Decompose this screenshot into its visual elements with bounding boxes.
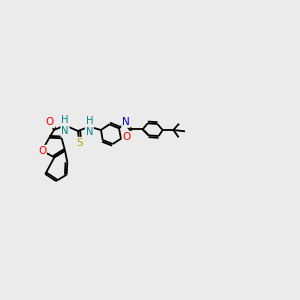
Text: S: S: [76, 138, 83, 148]
Text: N: N: [122, 117, 130, 127]
Text: H
N: H N: [85, 116, 93, 137]
Text: H
N: H N: [61, 115, 69, 136]
Text: O: O: [122, 132, 131, 142]
Text: O: O: [46, 117, 54, 127]
Text: O: O: [38, 146, 46, 156]
